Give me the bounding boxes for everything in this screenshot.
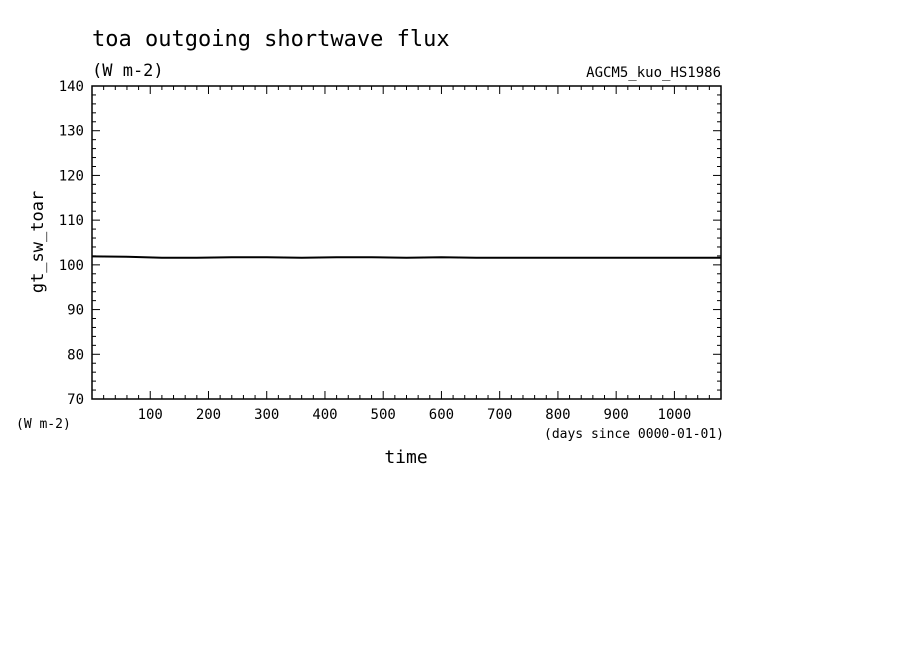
x-axis: 100 200 300 400 500 600 700 800 900 1000 <box>103 86 710 423</box>
y-tick-label: 120 <box>59 168 84 184</box>
x-axis-units: (days since 0000-01-01) <box>544 427 724 442</box>
x-tick-label: 700 <box>487 407 512 423</box>
y-tick-label: 130 <box>59 124 84 140</box>
x-tick-label: 500 <box>371 407 396 423</box>
chart-title: toa outgoing shortwave flux <box>92 27 450 52</box>
x-tick-label: 200 <box>196 407 221 423</box>
chart-subtitle: (W m-2) <box>92 61 164 81</box>
x-tick-label: 600 <box>429 407 454 423</box>
x-tick-label: 400 <box>312 407 337 423</box>
y-tick-label: 140 <box>59 79 84 95</box>
y-axis: 70 80 90 100 110 120 130 140 <box>59 79 721 408</box>
y-tick-label: 110 <box>59 213 84 229</box>
x-tick-label: 900 <box>604 407 629 423</box>
x-tick-label: 800 <box>545 407 570 423</box>
y-axis-label: gt_sw_toar <box>28 191 48 293</box>
y-tick-label: 80 <box>67 347 84 363</box>
x-tick-label: 300 <box>254 407 279 423</box>
series-layer <box>91 255 721 259</box>
y-tick-label: 100 <box>59 258 84 274</box>
series-line-1 <box>91 255 721 259</box>
x-tick-label: 1000 <box>658 407 692 423</box>
run-label: AGCM5_kuo_HS1986 <box>586 65 721 81</box>
x-tick-label: 100 <box>138 407 163 423</box>
x-axis-label: time <box>384 447 427 468</box>
y-axis-units: (W m-2) <box>16 417 71 432</box>
plot-frame <box>91 85 722 400</box>
y-tick-label: 70 <box>67 392 84 408</box>
y-tick-label: 90 <box>67 303 84 319</box>
